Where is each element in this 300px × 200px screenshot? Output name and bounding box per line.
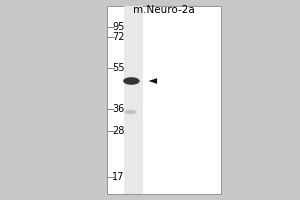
Text: 72: 72 — [112, 32, 124, 42]
Ellipse shape — [123, 77, 140, 85]
Text: m.Neuro-2a: m.Neuro-2a — [133, 5, 194, 15]
Text: 36: 36 — [112, 104, 124, 114]
Polygon shape — [148, 78, 157, 84]
Text: 17: 17 — [112, 172, 124, 182]
Ellipse shape — [124, 110, 136, 114]
Text: 28: 28 — [112, 126, 124, 136]
Text: 55: 55 — [112, 63, 124, 73]
Text: 95: 95 — [112, 22, 124, 32]
Bar — [106, 6, 220, 194]
Bar — [124, 6, 143, 194]
